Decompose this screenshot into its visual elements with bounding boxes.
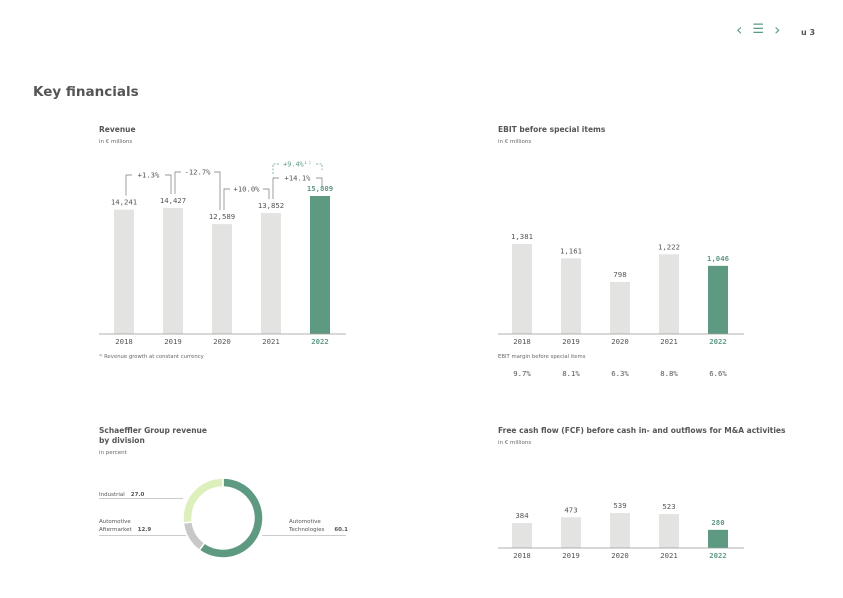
ebit-value-label-2020: 798 [613, 270, 626, 279]
ebit-margin-2021: 8.8% [660, 369, 678, 378]
revenue-bar-2022 [310, 196, 330, 334]
ebit-margin-2019: 8.1% [562, 369, 580, 378]
legend-industrial-value: 27.0 [130, 492, 145, 498]
revenue-bar-2021 [261, 213, 281, 334]
revenue-value-label-2018: 14,241 [111, 198, 137, 207]
revenue-growth-bracket-3 [223, 188, 270, 211]
fcf-bar-2021 [659, 514, 679, 548]
legend-technologies-label-line2: Technologies [289, 527, 325, 533]
revenue-x-tick-2021: 2021 [262, 337, 280, 346]
ebit-x-tick-2019: 2019 [562, 337, 580, 346]
revenue-growth-bracket-4 [272, 177, 323, 200]
ebit-title: EBIT before special items [498, 125, 606, 134]
legend-aftermarket-label-line2: Aftermarket [99, 527, 132, 533]
legend-aftermarket-label-line1: Automotive [99, 519, 131, 525]
revenue-growth-label-5: +9.4%¹⁾ [283, 161, 312, 169]
division-title-line2: by division [99, 436, 145, 445]
fcf-title: Free cash flow (FCF) before cash in- and… [498, 426, 786, 435]
fcf-value-label-2020: 539 [613, 501, 626, 510]
fcf-x-tick-2020: 2020 [611, 551, 629, 560]
menu-icon[interactable]: ☰ [752, 22, 765, 37]
page-title: Key financials [33, 84, 139, 100]
division-title-line1: Schaeffler Group revenue [99, 426, 207, 435]
revenue-x-tick-2018: 2018 [115, 337, 133, 346]
fcf-subtitle: in € millions [498, 440, 532, 446]
ebit-margin-2018: 9.7% [513, 369, 531, 378]
revenue-growth-label-1: +1.3% [138, 171, 160, 180]
legend-technologies-label-line1: Automotive [289, 519, 321, 525]
ebit-bar-2019 [561, 258, 581, 334]
revenue-x-tick-2020: 2020 [213, 337, 231, 346]
ebit-value-label-2022: 1,046 [707, 254, 729, 263]
legend-technologies-value: 60.1 [334, 527, 348, 533]
revenue-subtitle: in € millions [99, 139, 133, 145]
donut-slice-industrial [182, 477, 224, 524]
revenue-value-label-2019: 14,427 [160, 196, 186, 205]
revenue-bar-2018 [114, 209, 134, 334]
ebit-bar-2020 [610, 281, 630, 334]
fcf-value-label-2019: 473 [564, 505, 577, 514]
revenue-title: Revenue [99, 125, 136, 134]
ebit-value-label-2018: 1,381 [511, 232, 533, 241]
ebit-value-label-2021: 1,222 [658, 242, 680, 251]
fcf-bar-2019 [561, 517, 581, 548]
revenue-growth-bracket-5 [272, 163, 323, 174]
legend-technologies: Automotive Technologies 60.1 [289, 518, 348, 534]
division-subtitle: in percent [99, 450, 127, 456]
fcf-x-tick-2018: 2018 [513, 551, 531, 560]
revenue-footnote: ¹⁾ Revenue growth at constant currency [99, 354, 204, 360]
page-number: u 3 [801, 28, 816, 37]
previous-page-icon[interactable]: ‹ [736, 20, 743, 39]
ebit-subtitle: in € millions [498, 139, 532, 145]
revenue-x-tick-2019: 2019 [164, 337, 182, 346]
fcf-bar-2020 [610, 513, 630, 548]
ebit-x-tick-2021: 2021 [660, 337, 678, 346]
revenue-growth-label-4: +14.1% [285, 174, 312, 183]
fcf-value-label-2021: 523 [662, 502, 675, 511]
fcf-x-tick-2019: 2019 [562, 551, 580, 560]
revenue-growth-bracket-2 [174, 171, 221, 211]
fcf-value-label-2018: 384 [515, 511, 529, 520]
ebit-x-tick-2020: 2020 [611, 337, 629, 346]
legend-industrial-label: Industrial [99, 492, 125, 498]
revenue-growth-label-2: -12.7% [185, 168, 212, 177]
ebit-x-tick-2018: 2018 [513, 337, 531, 346]
fcf-value-label-2022: 280 [711, 518, 724, 527]
ebit-bar-2021 [659, 254, 679, 334]
ebit-margin-title: EBIT margin before special items [498, 354, 586, 360]
revenue-x-tick-2022: 2022 [311, 337, 329, 346]
revenue-growth-label-3: +10.0% [234, 185, 261, 194]
revenue-value-label-2022: 15,809 [307, 184, 333, 193]
revenue-bar-2020 [212, 224, 232, 334]
ebit-x-tick-2022: 2022 [709, 337, 727, 346]
ebit-bar-2018 [512, 244, 532, 334]
legend-aftermarket-value: 12.9 [137, 527, 152, 533]
revenue-bar-2019 [163, 208, 183, 334]
page-navigation: ‹ ☰ › [736, 20, 780, 39]
ebit-margin-2022: 6.6% [709, 369, 727, 378]
legend-aftermarket: Automotive Aftermarket 12.9 [99, 518, 151, 534]
ebit-value-label-2019: 1,161 [560, 246, 582, 255]
revenue-growth-bracket-1 [125, 174, 172, 196]
revenue-value-label-2021: 13,852 [258, 201, 284, 210]
fcf-bar-2022 [708, 529, 728, 548]
next-page-icon[interactable]: › [774, 20, 781, 39]
fcf-bar-2018 [512, 523, 532, 548]
fcf-x-tick-2021: 2021 [660, 551, 678, 560]
ebit-bar-2022 [708, 265, 728, 334]
fcf-x-tick-2022: 2022 [709, 551, 727, 560]
legend-industrial: Industrial 27.0 [99, 491, 144, 499]
revenue-value-label-2020: 12,589 [209, 212, 235, 221]
ebit-margin-2020: 6.3% [611, 369, 629, 378]
